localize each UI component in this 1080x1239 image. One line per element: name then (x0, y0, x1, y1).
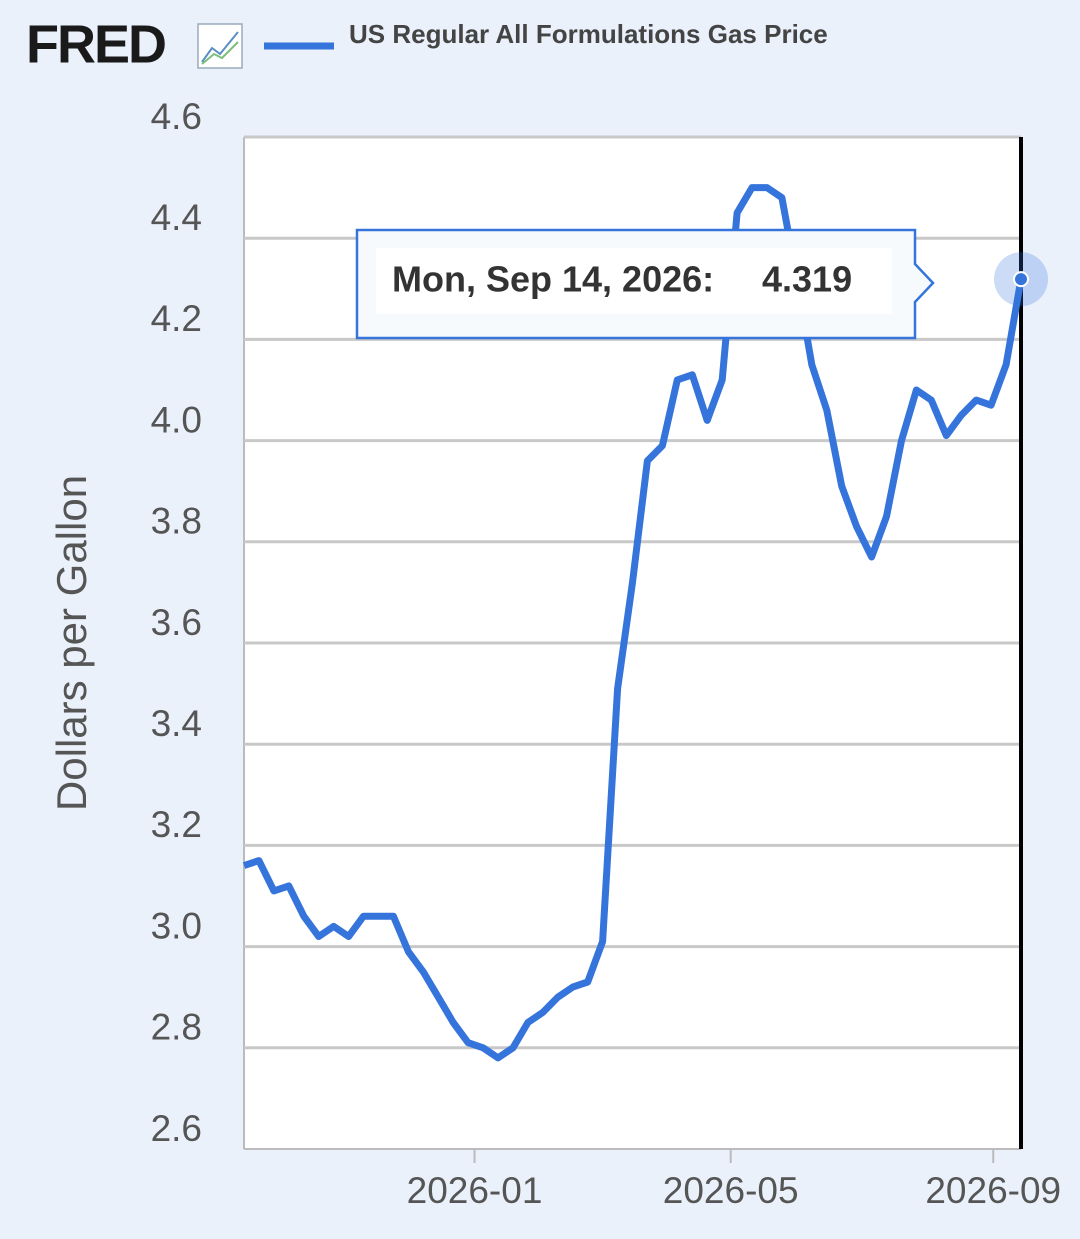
logo: FRED (26, 14, 165, 74)
y-tick-label: 3.0 (151, 905, 202, 946)
hover-point (1013, 271, 1029, 288)
y-tick-label: 2.6 (151, 1108, 202, 1149)
y-tick-label: 2.8 (151, 1007, 202, 1048)
x-tick-label: 2026-09 (925, 1170, 1061, 1211)
y-tick-label: 4.2 (151, 298, 202, 339)
y-tick-label: 3.8 (151, 501, 202, 542)
y-tick-label: 3.4 (151, 703, 202, 744)
tooltip: Mon, Sep 14, 2026: 4.319 (355, 228, 935, 340)
legend-label: US Regular All Formulations Gas Price (349, 19, 828, 49)
y-tick-label: 3.6 (151, 602, 202, 643)
tooltip-inner (376, 248, 892, 314)
x-tick-label: 2026-01 (407, 1170, 543, 1211)
y-tick-label: 4.6 (151, 96, 202, 137)
y-axis-title: Dollars per Gallon (48, 475, 95, 811)
series-line (242, 184, 1025, 1062)
y-tick-label: 4.4 (151, 197, 202, 238)
logo-icon (197, 23, 243, 69)
x-tick-label: 2026-05 (663, 1170, 799, 1211)
y-tick-label: 3.2 (151, 804, 202, 845)
tooltip-label: Mon, Sep 14, 2026: (392, 259, 714, 300)
tooltip-value: 4.319 (762, 259, 852, 300)
y-tick-label: 4.0 (151, 399, 202, 440)
